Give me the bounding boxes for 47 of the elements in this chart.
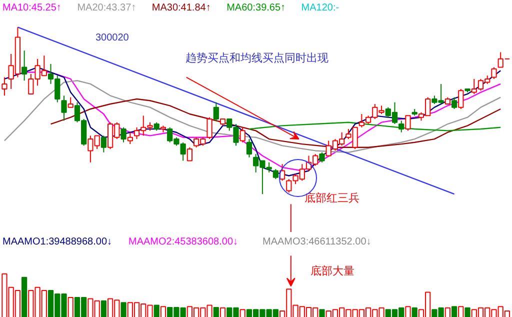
text: MA120:- (301, 2, 340, 14)
candlestick (2, 76, 8, 96)
candlestick (405, 115, 411, 132)
bar (458, 306, 464, 317)
candlestick (246, 138, 252, 158)
candlestick (213, 102, 219, 122)
text: MA20:43.37↑ (77, 2, 136, 14)
candlestick (319, 152, 325, 163)
text: MA30:41.84↑ (152, 2, 211, 14)
candlestick (240, 126, 246, 143)
candlestick (100, 135, 107, 153)
bar (213, 306, 219, 317)
bar (412, 307, 418, 317)
bar (444, 307, 450, 317)
bar (120, 302, 126, 317)
text: MAAMO3:46611352.00↓ (262, 236, 372, 248)
bar (240, 309, 246, 317)
annotation: 趋势买点和均线买点同时出现 (186, 52, 328, 64)
candlestick (68, 96, 74, 108)
annotation: 底部大量 (310, 264, 354, 278)
text: MAAMO1:39488968.00↓ (2, 236, 112, 248)
candlestick (61, 95, 67, 122)
text: MA10:45.25↑ (2, 2, 62, 14)
candlestick (206, 116, 212, 140)
candlestick (120, 126, 126, 143)
candlestick (458, 88, 464, 110)
annotation: 300020 (96, 32, 130, 44)
bar (451, 306, 458, 317)
candlestick (398, 120, 404, 133)
candlestick (127, 132, 133, 145)
candlestick (491, 66, 497, 80)
candlestick (22, 50, 28, 82)
bar (464, 307, 470, 317)
candlestick (186, 146, 193, 162)
candlestick (272, 168, 278, 180)
candlestick (451, 96, 458, 110)
text: MAAMO2:45383608.00↓ (128, 236, 238, 248)
bar (154, 304, 160, 317)
bar (22, 276, 28, 317)
bar (220, 307, 226, 317)
bar (319, 309, 325, 317)
bar (68, 296, 74, 317)
bar (160, 306, 166, 317)
annotation: 底部红三兵 (304, 192, 360, 204)
text: MA60:39.65↑ (226, 2, 286, 14)
bar (405, 306, 411, 317)
bar (100, 300, 107, 317)
